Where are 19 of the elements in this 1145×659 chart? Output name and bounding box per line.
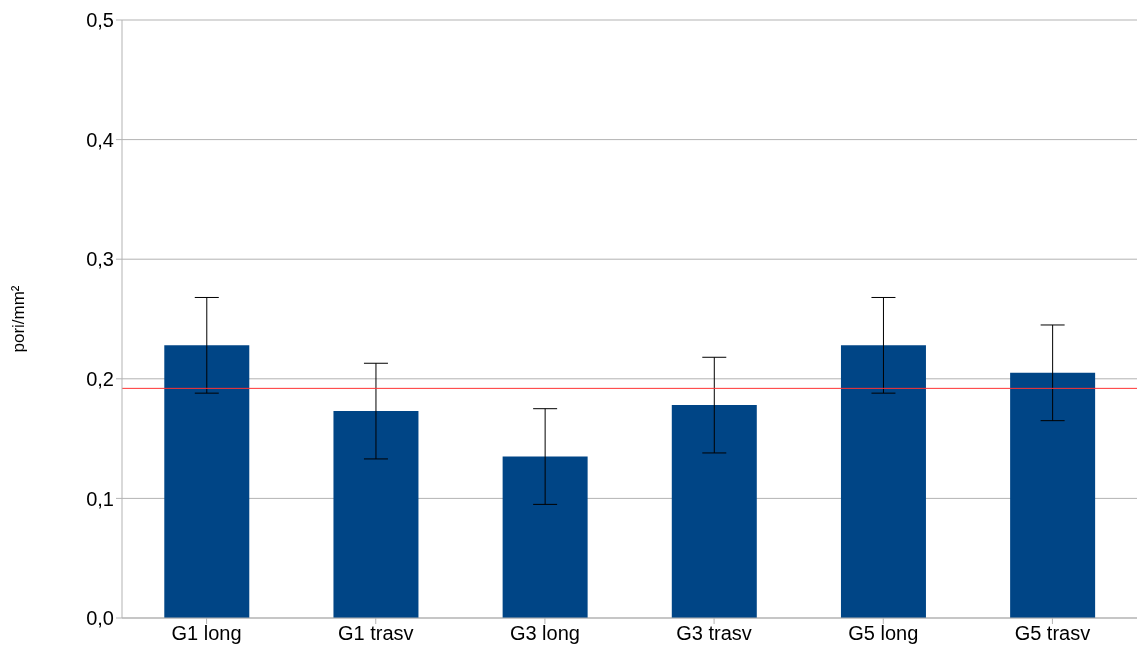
- bar: [1010, 372, 1096, 618]
- bar: [164, 345, 250, 618]
- y-tick-label: 0,5: [86, 9, 114, 32]
- x-tick-label: G5 long: [848, 622, 919, 645]
- x-tick-label: G3 long: [509, 622, 580, 645]
- bar: [840, 345, 926, 618]
- bar: [333, 411, 419, 618]
- y-tick-label: 0,1: [86, 487, 114, 510]
- x-tick-label: G5 trasv: [1014, 622, 1091, 645]
- y-tick-label: 0,2: [86, 367, 114, 390]
- bar: [671, 405, 757, 618]
- x-tick-label: G1 long: [171, 622, 242, 645]
- bar: [502, 456, 588, 618]
- y-tick-label: 0,4: [86, 128, 114, 151]
- x-tick-label: G1 trasv: [337, 622, 414, 645]
- y-tick-label: 0,3: [86, 248, 114, 271]
- y-tick-label: 0,0: [86, 607, 114, 630]
- x-tick-label: G3 trasv: [676, 622, 752, 645]
- y-axis-title: pori/mm²: [9, 285, 29, 353]
